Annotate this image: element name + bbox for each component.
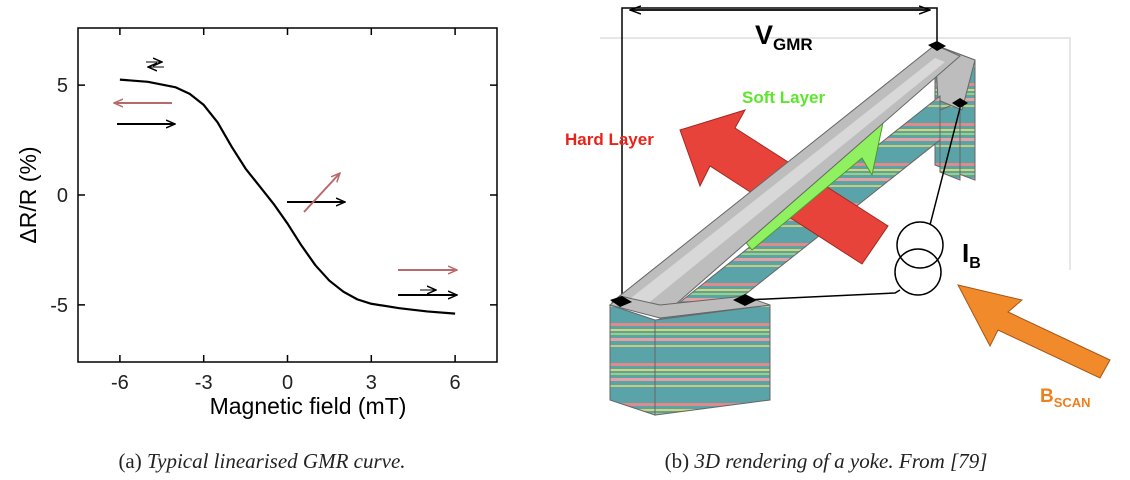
x-tick-label: 0: [282, 372, 293, 394]
yoke-bar-groove: [626, 58, 945, 310]
data-line: [119, 78, 456, 315]
current-wire: [929, 107, 961, 226]
label-main: V: [755, 20, 773, 50]
yoke-arm: [939, 101, 961, 181]
frame-line: [600, 37, 1071, 270]
contact-pad: [610, 296, 632, 307]
hard-layer-label: Hard Layer: [565, 130, 654, 149]
y-tick-label: 5: [57, 75, 68, 97]
caption-text: 3D rendering of a yoke. From [79]: [693, 449, 987, 473]
contact-pad: [928, 41, 946, 51]
current-source: [896, 221, 944, 269]
scan-label: BSCAN: [1040, 386, 1091, 410]
label-sub: SCAN: [1054, 395, 1091, 410]
caption: (a) Typical linearised GMR curve.: [118, 449, 405, 473]
caption-text: Typical linearised GMR curve.: [147, 449, 406, 473]
arrow: [303, 173, 340, 213]
soft-layer-label: Soft Layer: [742, 88, 826, 107]
caption-label: (b): [665, 449, 690, 473]
current-label: IB: [962, 238, 981, 272]
x-tick-label: -6: [111, 372, 129, 394]
voltage-label: VGMR: [755, 20, 813, 54]
y-tick-label: 0: [57, 185, 68, 207]
x-tick-label: -3: [195, 372, 213, 394]
label-sub: B: [969, 255, 981, 272]
yoke-block: [609, 304, 656, 416]
current-source: [894, 248, 942, 296]
label-main: I: [962, 238, 969, 268]
label-sub: GMR: [773, 35, 813, 54]
scan-arrow: [957, 284, 1111, 379]
contact-pad: [952, 98, 968, 108]
x-tick-label: 6: [450, 372, 461, 394]
current-wire: [744, 289, 901, 301]
x-tick-label: 3: [366, 372, 377, 394]
y-axis-label: ΔR/R (%): [15, 146, 41, 243]
caption-label: (a): [118, 449, 141, 473]
caption: (b) 3D rendering of a yoke. From [79]: [665, 449, 988, 473]
label-main: B: [1040, 386, 1054, 407]
y-tick-label: -5: [50, 295, 68, 317]
x-axis-label: Magnetic field (mT): [210, 393, 407, 419]
annotation-arrows: [114, 62, 457, 295]
yoke-diagram: VGMR Soft Layer Hard Layer IB BSCAN: [565, 7, 1111, 416]
voltage-wire: [621, 7, 938, 305]
chart: Magnetic field (mT) ΔR/R (%) -6 -3 0 3 6 -5 0 5: [15, 27, 498, 419]
yoke-block: [654, 304, 771, 416]
